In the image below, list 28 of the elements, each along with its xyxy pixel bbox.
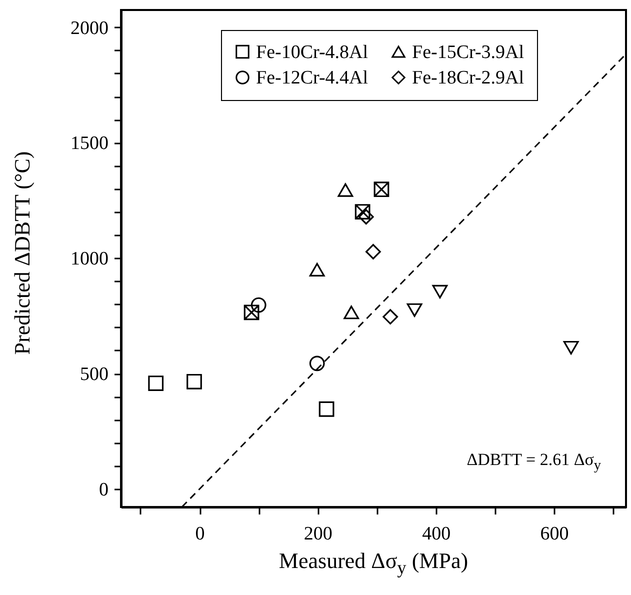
point	[338, 183, 354, 197]
y-tick-label: 500	[80, 364, 108, 386]
y-tick-label: 1500	[70, 133, 108, 154]
point	[148, 376, 164, 391]
point	[374, 182, 390, 198]
point	[344, 306, 360, 320]
x-tick-label: 400	[422, 524, 451, 544]
x-tick-label: 600	[540, 524, 569, 544]
x-axis-title: Measured Δσ$_{y}$ (MPa)	[278, 548, 470, 578]
legend-label: Fe-10Cr-4.8Al	[256, 42, 368, 63]
point	[406, 303, 422, 317]
legend-label: Fe-15Cr-3.9Al	[412, 42, 524, 63]
point	[432, 284, 448, 298]
point	[244, 304, 260, 320]
point	[309, 262, 325, 276]
point	[186, 374, 202, 390]
y-tick-label: 1000	[70, 248, 108, 270]
y-tick-label: 0	[99, 479, 108, 500]
x-tick-label: 0	[195, 524, 205, 544]
legend-label: Fe-18Cr-2.9Al	[412, 68, 524, 88]
y-tick-label: 2000	[70, 18, 108, 39]
point	[563, 340, 579, 354]
annotation: ΔDBTT = 2.61 Δσ$_{y}$	[466, 450, 601, 474]
legend-label: Fe-12Cr-4.4Al	[256, 68, 368, 88]
x-tick-label: 200	[304, 524, 332, 544]
point	[354, 204, 370, 220]
y-axis-title: Predicted ΔDBTT (°C)	[10, 150, 36, 357]
point	[318, 401, 334, 417]
